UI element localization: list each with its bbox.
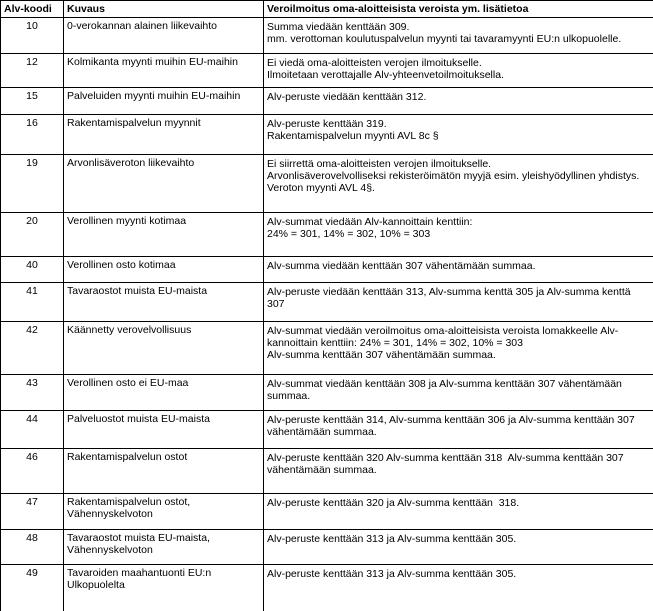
alv-code-cell: 42 [0, 321, 64, 375]
kuvaus-cell: Rakentamispalvelun ostot [63, 448, 264, 494]
lisatietoa-cell: Alv-summa viedään kenttään 307 vähentämä… [263, 256, 653, 283]
table-row: 44 Palveluostot muista EU-maista Alv-perus… [0, 410, 653, 449]
lisatietoa-cell: Alv-peruste kenttään 313 ja Alv-summa ke… [263, 529, 653, 565]
column-header-kuvaus: Kuvaus [63, 0, 264, 18]
lisatietoa-cell: Alv-peruste kenttään 320 Alv-summa kentt… [263, 448, 653, 494]
alv-code-cell: 44 [0, 410, 64, 449]
alv-code-cell: 16 [0, 114, 64, 155]
table-row: 20 Verollinen myynti kotimaa Alv-summat vi… [0, 212, 653, 257]
alv-code-cell: 49 [0, 564, 64, 611]
table-row: 49 Tavaroiden maahantuonti EU:n Ulkopuole… [0, 564, 653, 611]
table-row: 40 Verollinen osto kotimaa Alv-summa viedä… [0, 256, 653, 283]
table-body: 10 0-verokannan alainen liikevaihto Summa … [0, 17, 653, 611]
kuvaus-cell: 0-verokannan alainen liikevaihto [63, 17, 264, 54]
table-row: 46 Rakentamispalvelun ostot Alv-peruste ke… [0, 448, 653, 494]
table-row: 48 Tavaraostot muista EU-maista, Vähennys… [0, 529, 653, 565]
kuvaus-cell: Verollinen myynti kotimaa [63, 212, 264, 257]
lisatietoa-cell: Alv-summat viedään Alv-kannoittain kentt… [263, 212, 653, 257]
kuvaus-cell: Palveluiden myynti muihin EU-maihin [63, 87, 264, 115]
kuvaus-cell: Palveluostot muista EU-maista [63, 410, 264, 449]
kuvaus-cell: Verollinen osto ei EU-maa [63, 374, 264, 411]
table-row: 10 0-verokannan alainen liikevaihto Summa … [0, 17, 653, 54]
lisatietoa-cell: Alv-peruste kenttään 314, Alv-summa kent… [263, 410, 653, 449]
lisatietoa-cell: Alv-summat viedään veroilmoitus oma-aloi… [263, 321, 653, 375]
kuvaus-cell: Rakentamispalvelun myynnit [63, 114, 264, 155]
alv-code-cell: 48 [0, 529, 64, 565]
table-row: 15 Palveluiden myynti muihin EU-maihin Alv… [0, 87, 653, 115]
table-row: 16 Rakentamispalvelun myynnit Alv-peruste … [0, 114, 653, 155]
kuvaus-cell: Tavaraostot muista EU-maista, Vähennyske… [63, 529, 264, 565]
alv-code-cell: 20 [0, 212, 64, 257]
lisatietoa-cell: Alv-peruste kenttään 313 ja Alv-summa ke… [263, 564, 653, 611]
lisatietoa-cell: Alv-peruste viedään kenttään 312. [263, 87, 653, 115]
table-row: 12 Kolmikanta myynti muihin EU-maihin Ei v… [0, 53, 653, 88]
lisatietoa-cell: Alv-summat viedään kenttään 308 ja Alv-s… [263, 374, 653, 411]
alv-code-cell: 12 [0, 53, 64, 88]
kuvaus-cell: Tavaroiden maahantuonti EU:n Ulkopuolelt… [63, 564, 264, 611]
alv-code-cell: 46 [0, 448, 64, 494]
table-row: 43 Verollinen osto ei EU-maa Alv-summat vi… [0, 374, 653, 411]
table-header-row: Alv-koodi Kuvaus Veroilmoitus oma-aloitt… [0, 0, 653, 18]
table-row: 19 Arvonlisäveroton liikevaihto Ei siirret… [0, 154, 653, 213]
table-row: 41 Tavaraostot muista EU-maista Alv-perust… [0, 282, 653, 322]
alv-code-cell: 15 [0, 87, 64, 115]
alv-code-cell: 41 [0, 282, 64, 322]
lisatietoa-cell: Summa viedään kenttään 309. mm. verottom… [263, 17, 653, 54]
column-header-lisatietoa: Veroilmoitus oma-aloitteisista veroista … [263, 0, 653, 18]
kuvaus-cell: Käännetty verovelvollisuus [63, 321, 264, 375]
alv-code-cell: 10 [0, 17, 64, 54]
kuvaus-cell: Tavaraostot muista EU-maista [63, 282, 264, 322]
table-row: 47 Rakentamispalvelun ostot, Vähennyskelv… [0, 493, 653, 530]
kuvaus-cell: Verollinen osto kotimaa [63, 256, 264, 283]
lisatietoa-cell: Ei siirrettä oma-aloitteisten verojen il… [263, 154, 653, 213]
lisatietoa-cell: Alv-peruste viedään kenttään 313, Alv-su… [263, 282, 653, 322]
column-header-alv-koodi: Alv-koodi [0, 0, 64, 18]
table-row: 42 Käännetty verovelvollisuus Alv-summat v… [0, 321, 653, 375]
alv-code-cell: 40 [0, 256, 64, 283]
alv-code-cell: 47 [0, 493, 64, 530]
kuvaus-cell: Arvonlisäveroton liikevaihto [63, 154, 264, 213]
kuvaus-cell: Kolmikanta myynti muihin EU-maihin [63, 53, 264, 88]
alv-code-cell: 19 [0, 154, 64, 213]
lisatietoa-cell: Ei viedä oma-aloitteisten verojen ilmoit… [263, 53, 653, 88]
alv-code-cell: 43 [0, 374, 64, 411]
lisatietoa-cell: Alv-peruste kenttään 320 ja Alv-summa ke… [263, 493, 653, 530]
lisatietoa-cell: Alv-peruste kenttään 319. Rakentamispalv… [263, 114, 653, 155]
kuvaus-cell: Rakentamispalvelun ostot, Vähennyskelvot… [63, 493, 264, 530]
